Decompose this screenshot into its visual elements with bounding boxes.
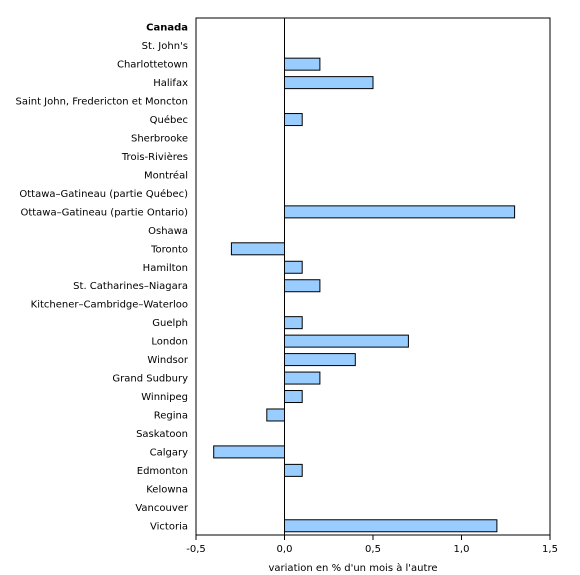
category-label: Oshawa (148, 226, 188, 237)
bar-24 (284, 463, 303, 477)
category-label: Kelowna (146, 484, 188, 495)
category-label: Grand Sudbury (112, 374, 188, 385)
x-tick-label: 1,5 (542, 544, 558, 555)
category-label: Windsor (147, 355, 188, 366)
bar-2 (284, 57, 321, 71)
x-axis-ticks: -0,5 0,0 0,5 1,0 1,5 (186, 535, 558, 555)
category-label: Victoria (150, 521, 188, 532)
bar-3 (284, 76, 374, 90)
category-label: St. John's (142, 41, 188, 52)
bar-10 (284, 205, 516, 219)
x-axis-title: variation en % d'un mois à l'autre (269, 562, 438, 574)
category-label: Québec (150, 114, 188, 126)
category-labels: Canada St. John's Charlottetown Halifax Sain… (15, 23, 188, 533)
category-label: Edmonton (137, 466, 188, 477)
category-label: St. Catharines–Niagara (73, 281, 188, 292)
bar-23 (213, 445, 285, 459)
bar-27 (284, 519, 498, 533)
bar-21 (266, 408, 285, 422)
category-label: Winnipeg (141, 392, 188, 403)
category-label: Calgary (150, 447, 188, 458)
x-tick-label: 0,5 (365, 544, 381, 555)
bar-12 (230, 242, 285, 256)
category-label: Ottawa–Gatineau (partie Québec) (19, 188, 188, 200)
category-label: Saint John, Fredericton et Moncton (15, 97, 188, 108)
category-label: Ottawa–Gatineau (partie Ontario) (20, 207, 188, 218)
bar-20 (284, 390, 303, 404)
bar-14 (284, 279, 321, 293)
category-label: Toronto (150, 244, 188, 255)
bar-5 (284, 113, 303, 127)
bar-16 (284, 316, 303, 330)
category-label: Saskatoon (136, 429, 188, 440)
bars-group (213, 57, 516, 533)
category-label: Canada (146, 23, 188, 34)
category-label: Vancouver (135, 503, 189, 514)
category-label: Regina (154, 410, 188, 421)
x-tick-label: 0,0 (277, 544, 293, 555)
category-label: London (151, 337, 188, 348)
bar-17 (284, 334, 409, 348)
category-label: Charlottetown (117, 60, 188, 71)
category-label: Trois-Rivières (121, 151, 188, 163)
bar-19 (284, 371, 321, 385)
category-label: Montréal (144, 169, 188, 181)
bar-13 (284, 260, 303, 274)
x-tick-label: -0,5 (186, 544, 206, 555)
category-label: Kitchener–Cambridge–Waterloo (31, 300, 188, 311)
x-tick-label: 1,0 (454, 544, 470, 555)
category-label: Sherbrooke (131, 134, 188, 145)
category-label: Halifax (153, 78, 188, 89)
category-label: Hamilton (143, 263, 188, 274)
bar-18 (284, 353, 356, 367)
category-label: Guelph (152, 318, 188, 329)
